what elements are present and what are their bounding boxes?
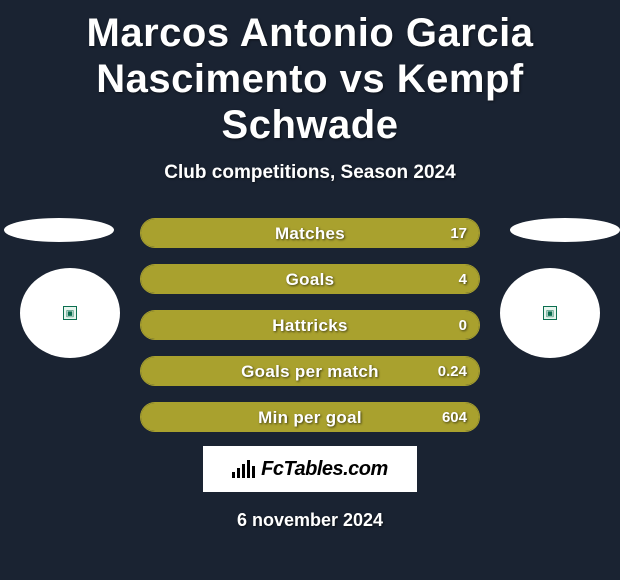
stat-bar-label: Hattricks [141,311,479,339]
stat-bar-label: Goals per match [141,357,479,385]
image-placeholder-icon: ▣ [63,306,77,320]
stat-bars: Matches17 Goals4 Hattricks0 Goals per match… [140,218,480,448]
stat-bar-right-value: 4 [459,265,467,293]
stat-bar: Goals4 [140,264,480,294]
branding-badge: FcTables.com [203,446,417,492]
stat-bar-right-value: 0.24 [438,357,467,385]
page-title: Marcos Antonio Garcia Nascimento vs Kemp… [0,0,620,148]
snapshot-date: 6 november 2024 [0,510,620,531]
stat-bar: Goals per match0.24 [140,356,480,386]
stat-bar-right-value: 604 [442,403,467,431]
stat-bar: Matches17 [140,218,480,248]
image-placeholder-icon: ▣ [543,306,557,320]
stat-bar-label: Matches [141,219,479,247]
branding-chart-icon [232,460,255,478]
left-player-shadow-disc [4,218,114,242]
stat-bar-label: Min per goal [141,403,479,431]
stat-bar: Min per goal604 [140,402,480,432]
page-subtitle: Club competitions, Season 2024 [0,162,620,184]
left-player-avatar: ▣ [20,268,120,358]
right-player-avatar: ▣ [500,268,600,358]
stat-bar-label: Goals [141,265,479,293]
branding-text: FcTables.com [261,458,388,481]
right-player-shadow-disc [510,218,620,242]
stat-bar-right-value: 17 [450,219,467,247]
stat-bar: Hattricks0 [140,310,480,340]
stat-bar-right-value: 0 [459,311,467,339]
